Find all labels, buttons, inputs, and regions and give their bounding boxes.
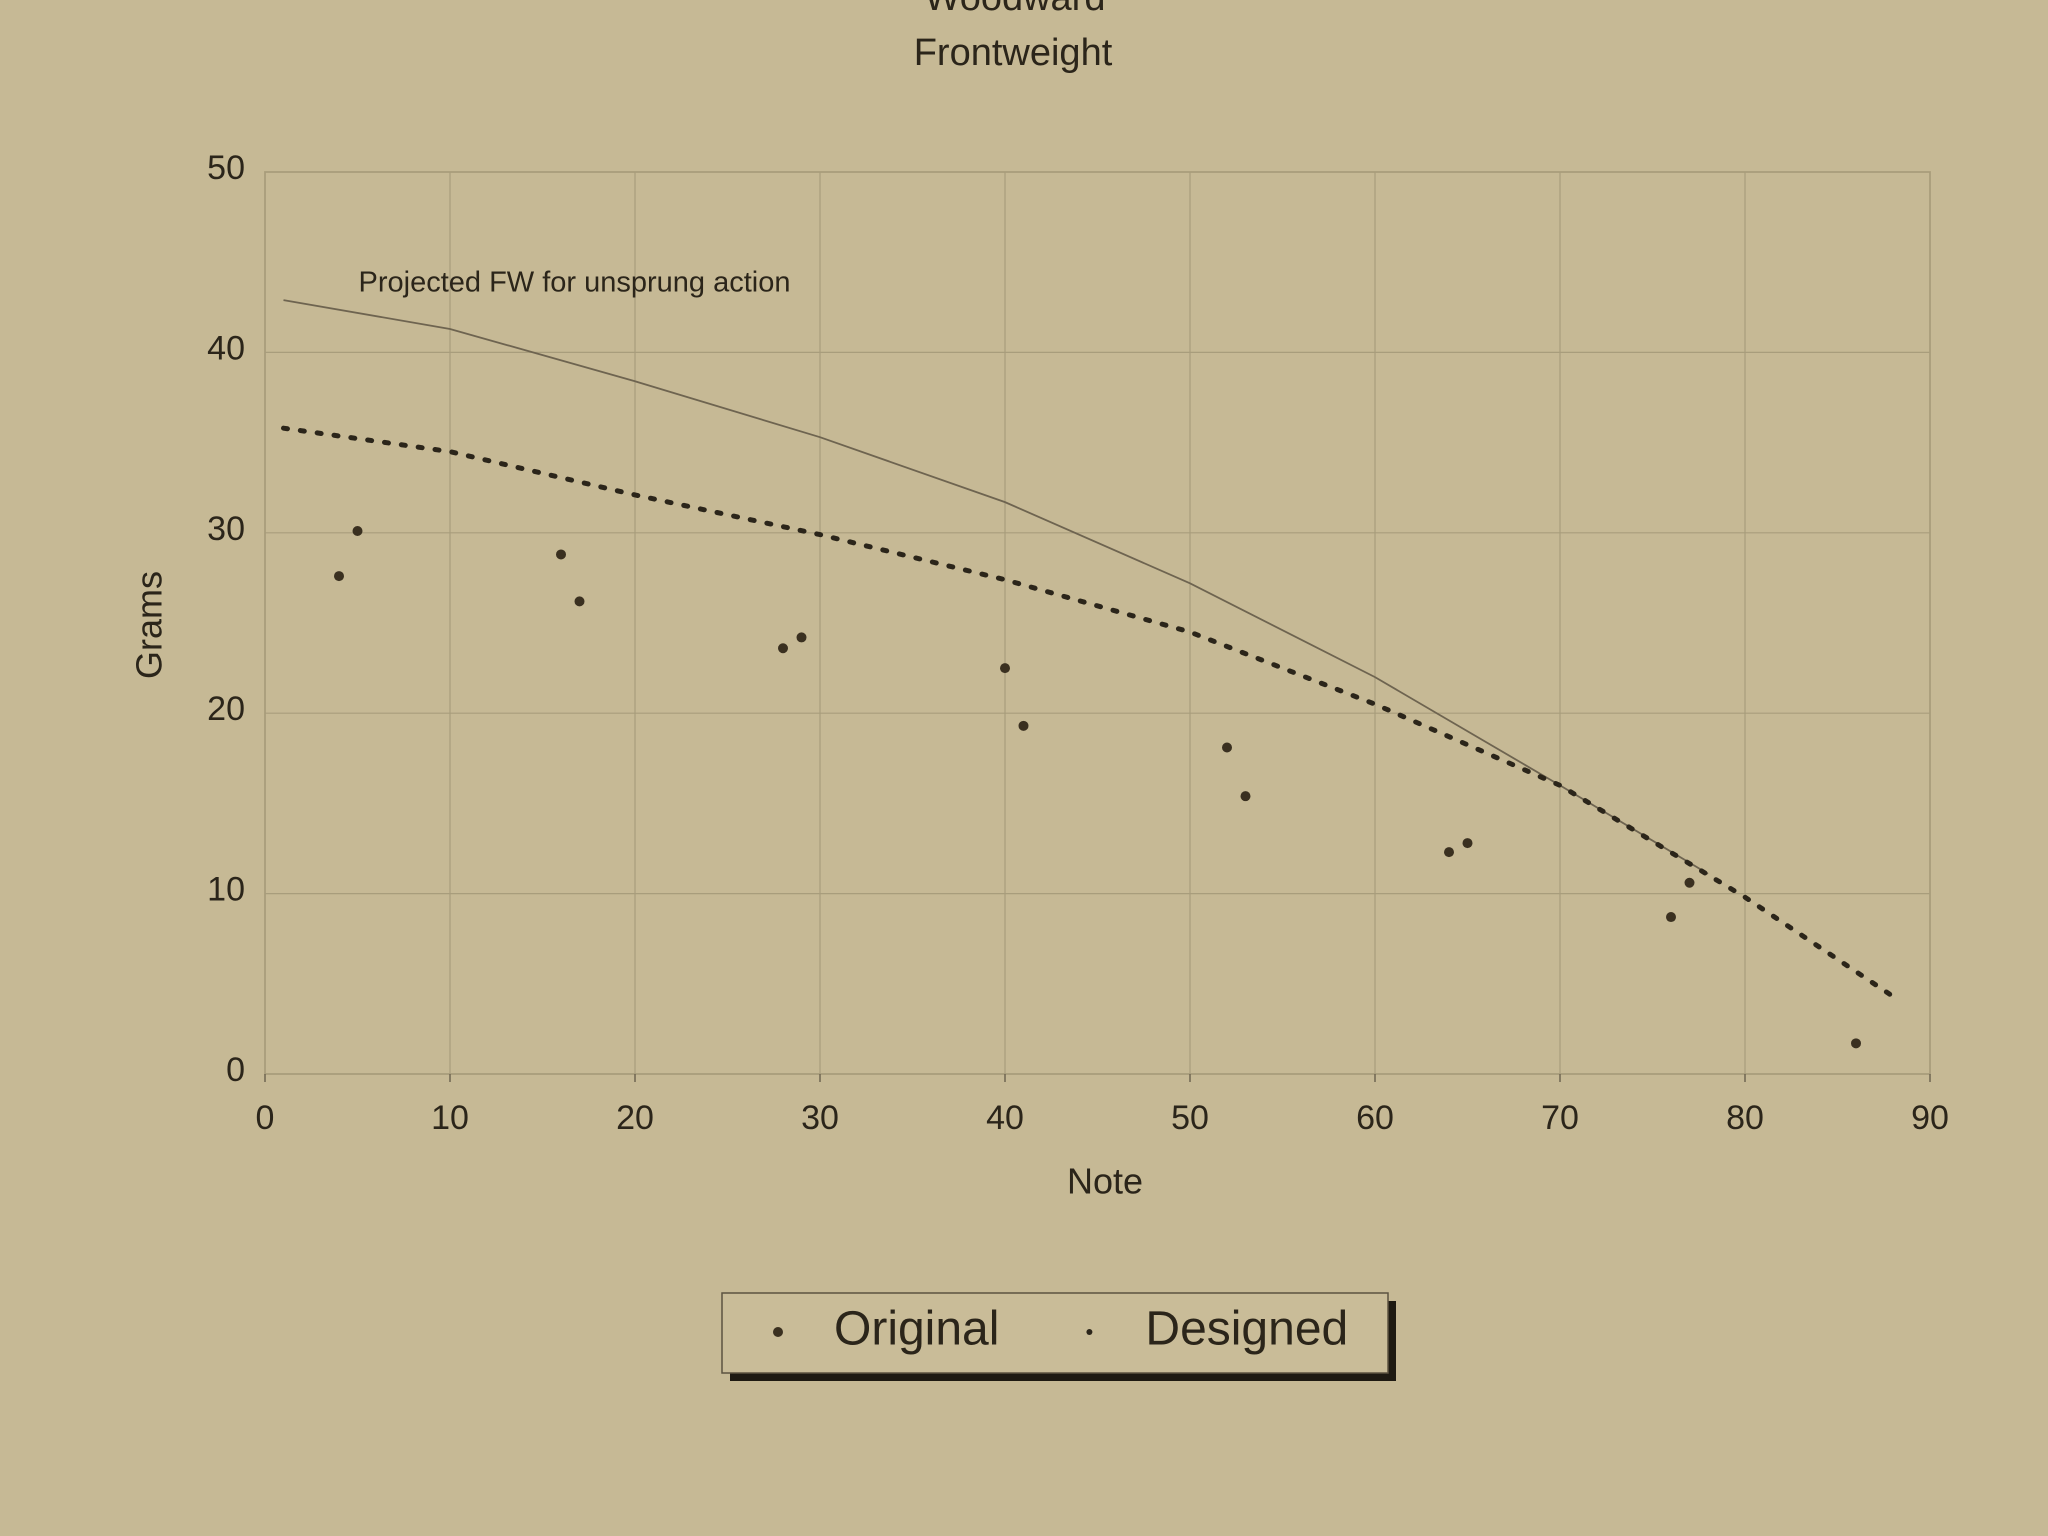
y-tick-label: 0	[226, 1051, 245, 1089]
legend-marker	[773, 1327, 783, 1337]
data-line	[281, 425, 1896, 999]
data-point	[1684, 877, 1695, 888]
chart-subtitle: Frontweight	[914, 32, 1113, 74]
data-point	[1240, 791, 1251, 802]
legend-label: Original	[834, 1303, 999, 1356]
x-tick-label: 0	[256, 1099, 275, 1137]
y-tick-label: 40	[207, 329, 245, 367]
data-point	[1666, 912, 1676, 923]
chart-title: Woodward	[925, 0, 1106, 19]
annotation-label: Projected FW for unsprung action	[359, 267, 791, 299]
data-point	[1018, 720, 1029, 731]
y-tick-label: 20	[207, 690, 245, 728]
x-tick-label: 80	[1726, 1099, 1764, 1137]
x-tick-label: 40	[986, 1099, 1024, 1137]
data-point	[1222, 742, 1232, 753]
data-point	[556, 549, 566, 560]
x-tick-label: 10	[431, 1099, 469, 1137]
x-tick-label: 50	[1171, 1099, 1209, 1137]
data-point	[778, 643, 788, 654]
y-tick-label: 10	[207, 871, 245, 909]
data-point	[1444, 847, 1454, 858]
data-point	[334, 571, 344, 582]
data-point	[796, 632, 807, 643]
x-tick-label: 90	[1911, 1099, 1949, 1137]
x-tick-label: 70	[1541, 1099, 1579, 1137]
y-axis-label: Grams	[129, 571, 170, 679]
data-point	[1462, 838, 1473, 849]
x-tick-label: 30	[801, 1099, 839, 1137]
projected-line	[283, 299, 1709, 875]
x-tick-label: 60	[1356, 1099, 1394, 1137]
data-point	[574, 596, 585, 607]
y-tick-label: 50	[207, 149, 245, 187]
y-tick-label: 30	[207, 510, 245, 548]
data-point	[1851, 1038, 1861, 1049]
data-point	[1000, 663, 1010, 674]
x-tick-label: 20	[616, 1099, 654, 1137]
data-point	[352, 525, 363, 536]
legend-box	[721, 1292, 1389, 1374]
x-axis-label: Note	[1067, 1161, 1143, 1202]
legend-marker	[1086, 1329, 1093, 1335]
legend-label: Designed	[1145, 1303, 1348, 1356]
